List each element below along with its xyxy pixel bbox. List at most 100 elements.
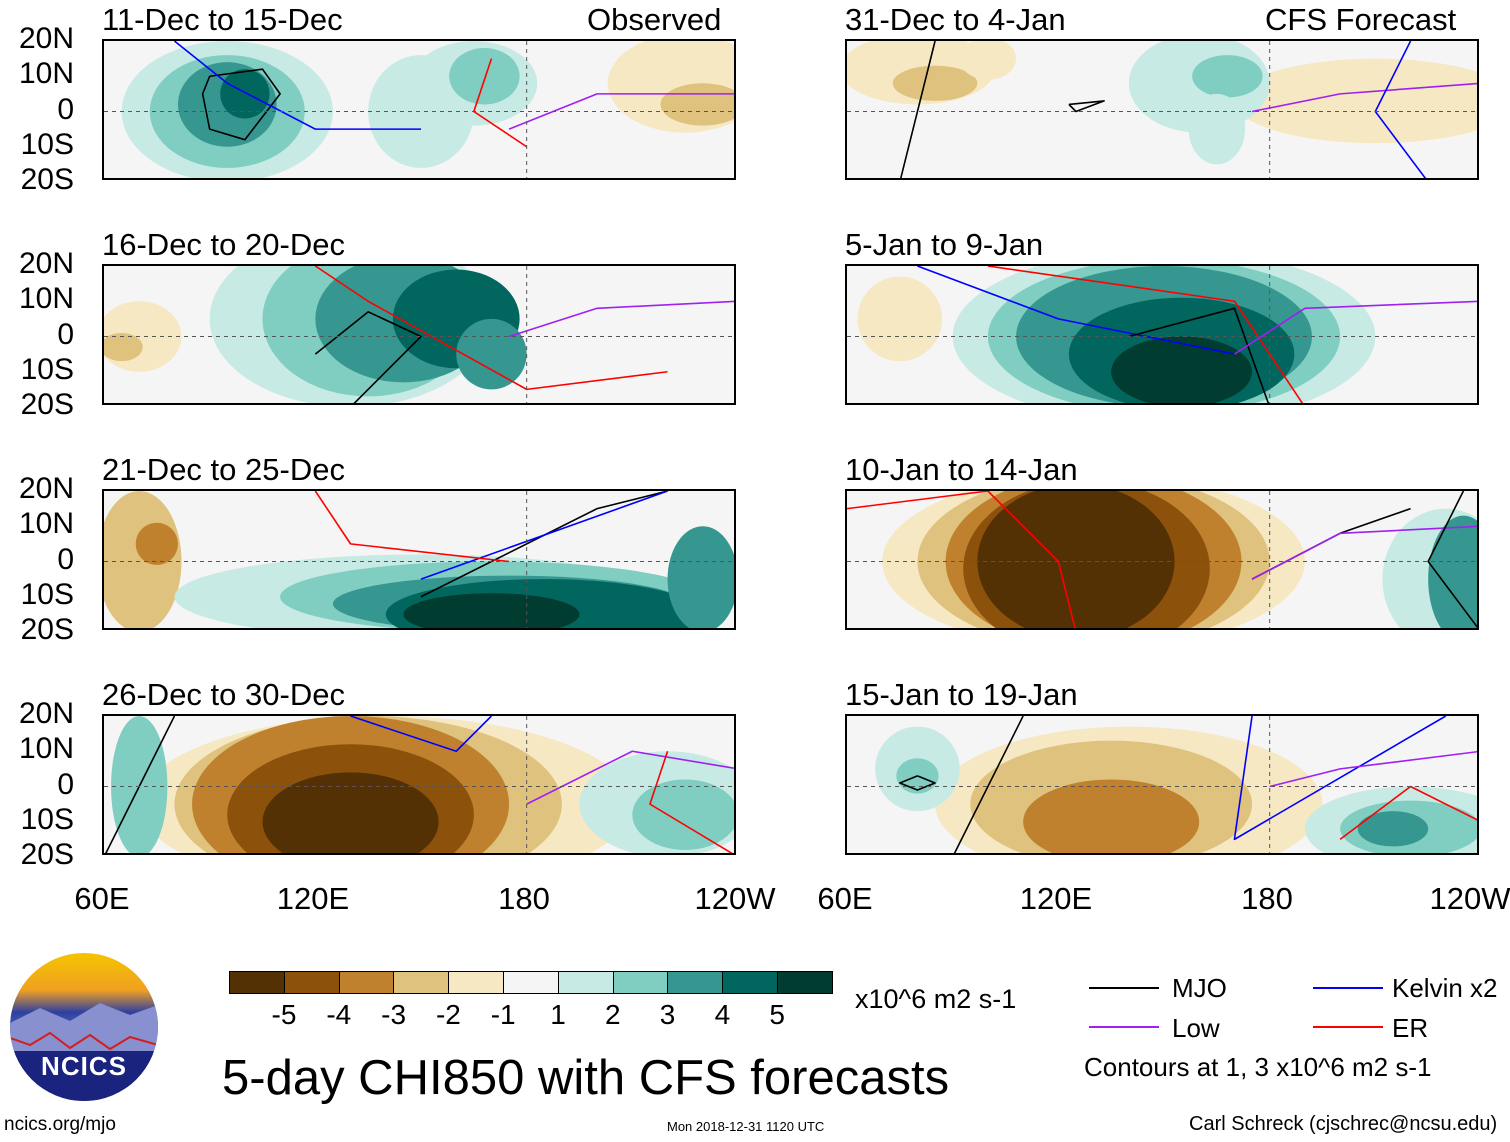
lat-label: 0 — [57, 542, 74, 576]
contour-line — [1251, 82, 1477, 113]
contour-line — [314, 311, 422, 403]
anomaly-shading — [1188, 93, 1246, 165]
colorbar-swatch — [229, 971, 285, 994]
colorbar-label: -1 — [490, 999, 516, 1030]
contour-line — [508, 93, 734, 130]
anomaly-shading — [857, 276, 943, 362]
anomaly-shading — [104, 332, 143, 362]
legend-mjo-line — [1089, 987, 1159, 989]
colorbar-swatch — [283, 971, 340, 994]
lat-label: 0 — [57, 92, 74, 126]
anomaly-shading — [135, 522, 178, 566]
lat-label: 20S — [20, 388, 74, 421]
colorbar-swatch — [777, 971, 833, 994]
contour-line — [1269, 750, 1477, 788]
legend-er-line — [1313, 1026, 1383, 1028]
lat-label: 10S — [20, 802, 74, 836]
anomaly-shading — [667, 526, 734, 628]
lat-label: 20N — [18, 472, 74, 505]
anomaly-shading — [1234, 58, 1477, 144]
lat-label: 0 — [57, 767, 74, 801]
site-link[interactable]: ncics.org/mjo — [4, 1114, 116, 1135]
colorbar-swatch — [557, 971, 614, 994]
colorbar-label: 2 — [605, 999, 621, 1030]
lat-label: 10N — [18, 282, 74, 316]
colorbar-label: -3 — [381, 999, 407, 1030]
panel-title: 16-Dec to 20-Dec — [102, 227, 345, 262]
anomaly-shading — [456, 318, 527, 390]
legend-kelvin-line — [1313, 987, 1383, 989]
contour-line — [173, 41, 421, 130]
observed-map-panel — [102, 39, 736, 180]
colorbar-swatch — [722, 971, 778, 994]
legend-er: ER — [1392, 1013, 1429, 1043]
contours-note: Contours at 1, 3 x10^6 m2 s-1 — [1084, 1052, 1432, 1082]
timestamp: Mon 2018-12-31 1120 UTC — [667, 1119, 825, 1134]
contour-line — [350, 716, 493, 753]
colorbar-label: 5 — [769, 999, 785, 1030]
colorbar-label: 4 — [714, 999, 731, 1030]
observed-map-panel — [102, 264, 736, 405]
colorbar-swatch — [612, 971, 669, 994]
legend-mjo: MJO — [1172, 973, 1227, 1003]
colorbar-swatch — [338, 971, 395, 994]
panel-title: 11-Dec to 15-Dec — [102, 2, 343, 37]
panel-title: 21-Dec to 25-Dec — [102, 452, 345, 487]
lat-label: 20N — [18, 697, 74, 730]
legend-low-line — [1089, 1026, 1159, 1028]
panel-title: 31-Dec to 4-Jan — [845, 2, 1066, 37]
anomaly-shading — [449, 48, 520, 105]
anomaly-shading — [262, 772, 439, 853]
forecast-map-panel — [845, 39, 1479, 180]
lat-label: 10N — [18, 732, 74, 766]
contour-line — [201, 68, 281, 141]
lon-label: 60E — [817, 881, 873, 916]
anomaly-shading — [403, 593, 580, 628]
contour-line — [508, 300, 734, 338]
anomaly-shading — [892, 65, 978, 101]
anomaly-shading — [111, 716, 168, 853]
contour-line — [420, 491, 668, 580]
lat-label: 0 — [57, 317, 74, 351]
contour-line — [900, 41, 936, 178]
contour-line — [1233, 716, 1447, 841]
lon-label: 120E — [1019, 881, 1093, 916]
logo-text: NCICS — [41, 1051, 127, 1081]
lat-label: 10S — [20, 127, 74, 161]
forecast-map-panel — [845, 264, 1479, 405]
contour-line — [1427, 491, 1477, 628]
panel-title: 5-Jan to 9-Jan — [845, 227, 1044, 262]
lon-label: 120W — [1429, 881, 1510, 916]
anomaly-shading — [977, 491, 1175, 628]
anomaly-shading — [220, 69, 270, 119]
legend-low: Low — [1172, 1013, 1220, 1043]
contour-line — [917, 266, 1235, 355]
lat-label: 20S — [20, 838, 74, 871]
lat-label: 20N — [18, 247, 74, 280]
contour-line — [1234, 300, 1477, 355]
lon-label: 60E — [74, 881, 130, 916]
contour-line — [847, 491, 1076, 628]
observed-map-panel — [102, 489, 736, 630]
contour-line — [899, 775, 936, 791]
forecast-map-panel — [845, 714, 1479, 855]
contour-line — [314, 266, 668, 391]
colorbar-label: -2 — [435, 999, 461, 1030]
colorbar-swatch — [448, 971, 504, 994]
lon-label: 120E — [276, 881, 350, 916]
contour-line — [1068, 100, 1105, 113]
lat-label: 10N — [18, 507, 74, 541]
lon-label: 180 — [498, 881, 550, 916]
panel-title: 26-Dec to 30-Dec — [102, 677, 345, 712]
colorbar-swatch — [503, 971, 559, 994]
lat-label: 10S — [20, 352, 74, 386]
lon-label: 180 — [1241, 881, 1293, 916]
contour-line — [420, 491, 668, 598]
contour-line — [987, 266, 1304, 403]
contour-line — [649, 750, 733, 853]
lat-label: 20S — [20, 163, 74, 196]
anomaly-shading — [1023, 779, 1200, 853]
credit: Carl Schreck (cjschrec@ncsu.edu) — [1189, 1113, 1498, 1135]
anomaly-shading — [1428, 515, 1477, 628]
